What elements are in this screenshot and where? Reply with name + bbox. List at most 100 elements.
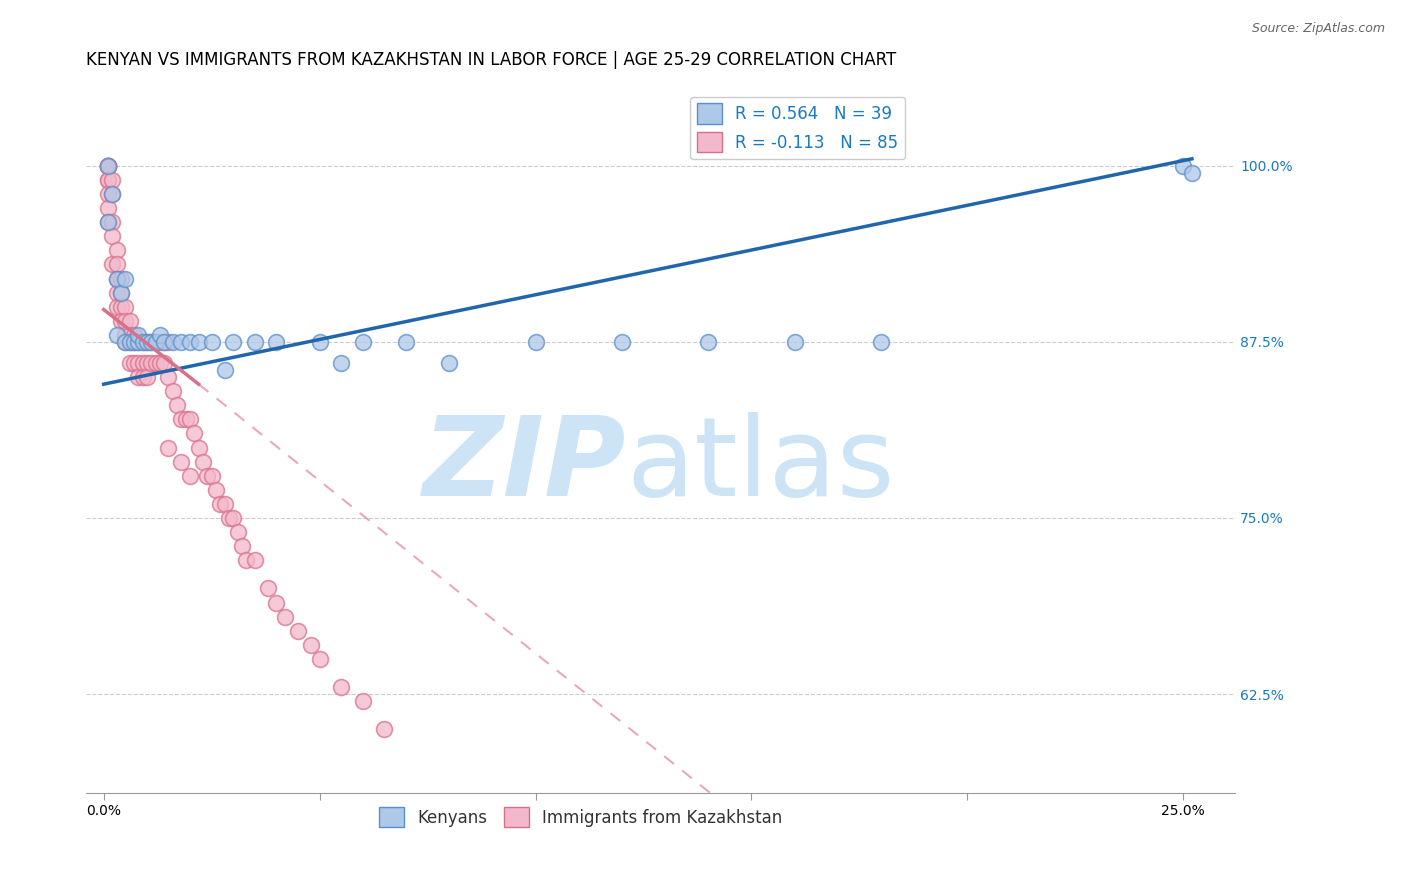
Point (110, 285, 132, 300)
Point (118, 356, 141, 370)
Point (97, 159, 120, 173)
Point (174, 412, 197, 426)
Text: Source: ZipAtlas.com: Source: ZipAtlas.com (1251, 22, 1385, 36)
Point (105, 271, 128, 285)
Point (101, 257, 124, 271)
Point (101, 229, 124, 244)
Point (101, 173, 124, 187)
Point (101, 187, 124, 202)
Point (127, 334, 149, 349)
Point (122, 334, 145, 349)
Point (231, 539, 253, 553)
Point (114, 334, 136, 349)
Point (352, 334, 374, 349)
Point (395, 334, 418, 349)
Point (179, 334, 201, 349)
Point (97, 173, 120, 187)
Point (114, 314, 136, 328)
Point (97, 215, 120, 229)
Point (149, 356, 172, 370)
Point (105, 271, 128, 285)
Point (145, 334, 167, 349)
Point (131, 334, 153, 349)
Point (114, 334, 136, 349)
Point (127, 327, 149, 342)
Point (870, 334, 893, 349)
Point (214, 497, 236, 511)
Point (697, 334, 720, 349)
Point (122, 356, 145, 370)
Point (127, 356, 149, 370)
Point (222, 511, 245, 525)
Point (205, 483, 228, 497)
Point (97, 159, 120, 173)
Point (141, 334, 163, 349)
Point (162, 384, 184, 399)
Point (135, 334, 157, 349)
Point (97, 201, 120, 215)
Point (118, 314, 141, 328)
Point (170, 455, 193, 469)
Point (243, 334, 266, 349)
Point (145, 334, 167, 349)
Point (141, 356, 163, 370)
Point (135, 356, 157, 370)
Point (299, 638, 322, 652)
Point (122, 334, 145, 349)
Point (308, 652, 330, 666)
Point (135, 334, 157, 349)
Point (97, 159, 120, 173)
Legend: Kenyans, Immigrants from Kazakhstan: Kenyans, Immigrants from Kazakhstan (373, 800, 789, 834)
Point (235, 553, 257, 567)
Point (1173, 159, 1195, 173)
Point (373, 723, 395, 737)
Point (145, 356, 167, 370)
Point (110, 300, 132, 314)
Point (127, 334, 149, 349)
Point (118, 334, 141, 349)
Point (187, 334, 209, 349)
Point (153, 334, 176, 349)
Point (141, 334, 163, 349)
Point (610, 334, 633, 349)
Point (149, 327, 172, 342)
Point (157, 334, 180, 349)
Point (110, 285, 132, 300)
Point (135, 370, 157, 384)
Point (214, 363, 236, 377)
Point (153, 334, 176, 349)
Point (114, 300, 136, 314)
Point (105, 327, 128, 342)
Point (166, 398, 188, 412)
Point (783, 334, 806, 349)
Point (105, 244, 128, 258)
Point (209, 497, 232, 511)
Point (114, 271, 136, 285)
Point (352, 694, 374, 708)
Point (243, 553, 266, 567)
Point (274, 609, 297, 624)
Point (118, 334, 141, 349)
Point (287, 624, 309, 638)
Point (97, 159, 120, 173)
Point (153, 356, 176, 370)
Point (266, 334, 288, 349)
Point (256, 582, 278, 596)
Point (218, 511, 240, 525)
Point (162, 334, 184, 349)
Point (170, 334, 193, 349)
Text: ZIP: ZIP (423, 412, 626, 519)
Point (110, 314, 132, 328)
Point (195, 468, 218, 483)
Point (110, 271, 132, 285)
Point (131, 356, 153, 370)
Point (266, 595, 288, 609)
Point (201, 468, 224, 483)
Point (183, 426, 205, 441)
Point (97, 159, 120, 173)
Point (201, 334, 224, 349)
Point (101, 187, 124, 202)
Point (114, 327, 136, 342)
Point (157, 370, 180, 384)
Text: atlas: atlas (626, 412, 894, 519)
